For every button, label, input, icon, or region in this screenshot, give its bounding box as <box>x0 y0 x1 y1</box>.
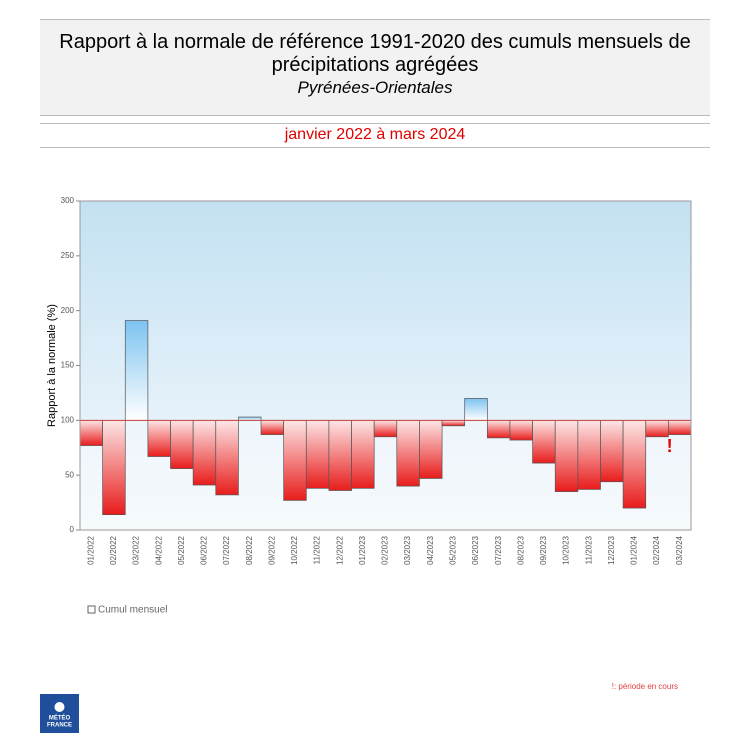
bar <box>600 419 624 483</box>
x-tick-label: 12/2023 <box>607 535 616 564</box>
x-tick-label: 08/2023 <box>516 535 525 564</box>
x-tick-label: 02/2024 <box>652 535 661 564</box>
bar <box>147 419 171 457</box>
x-tick-label: 01/2022 <box>86 535 95 564</box>
y-tick-label: 150 <box>61 361 75 370</box>
bar <box>102 419 126 515</box>
x-tick-label: 12/2022 <box>335 535 344 564</box>
bar <box>215 419 239 496</box>
current-period-marker: ! <box>667 436 673 456</box>
logo-icon <box>54 702 65 712</box>
x-tick-label: 11/2022 <box>313 535 322 564</box>
y-tick-label: 250 <box>61 251 75 260</box>
chart-title: Rapport à la normale de référence 1991-2… <box>59 31 691 76</box>
y-tick-label: 0 <box>70 525 75 534</box>
bar <box>328 419 352 491</box>
x-tick-label: 02/2022 <box>109 535 118 564</box>
bar <box>351 419 375 489</box>
y-tick-label: 100 <box>61 415 75 424</box>
logo-text: FRANCE <box>47 723 72 729</box>
chart-subtitle: Pyrénées-Orientales <box>297 78 453 97</box>
x-tick-label: 01/2023 <box>358 535 367 564</box>
x-tick-label: 03/2022 <box>132 535 141 564</box>
x-tick-label: 01/2024 <box>630 535 639 564</box>
legend-swatch <box>87 605 96 614</box>
x-tick-label: 03/2024 <box>675 535 684 564</box>
logo-text: MÉTÉO <box>49 714 71 722</box>
bar <box>192 419 217 486</box>
x-tick-label: 06/2023 <box>471 535 480 564</box>
bar <box>486 419 511 439</box>
x-tick-label: 09/2023 <box>539 535 548 564</box>
y-tick-label: 300 <box>61 196 75 205</box>
bar <box>283 419 307 501</box>
bar <box>373 419 398 438</box>
x-tick-label: 05/2022 <box>177 535 186 564</box>
bar <box>464 398 488 421</box>
bar <box>260 419 285 435</box>
footnote: !: période en cours <box>612 682 678 691</box>
y-tick-label: 200 <box>61 306 75 315</box>
bar <box>124 320 149 421</box>
bar <box>645 419 669 438</box>
x-tick-label: 11/2023 <box>584 535 593 564</box>
logo <box>40 694 79 733</box>
x-tick-label: 10/2022 <box>290 535 299 564</box>
legend-label: Cumul mensuel <box>98 605 167 616</box>
bar <box>509 419 533 441</box>
x-tick-label: 09/2022 <box>267 535 276 564</box>
bar <box>554 419 579 492</box>
period: janvier 2022 à mars 2024 <box>40 123 710 148</box>
bar <box>622 419 647 509</box>
bar <box>305 419 330 489</box>
bar <box>668 419 692 435</box>
y-tick-label: 50 <box>65 470 74 479</box>
x-tick-label: 02/2023 <box>381 535 390 564</box>
bar <box>577 419 601 490</box>
x-tick-label: 04/2022 <box>154 535 163 564</box>
bar <box>79 419 103 446</box>
bar <box>532 419 556 464</box>
bar <box>170 419 194 469</box>
x-tick-label: 06/2022 <box>200 535 209 564</box>
header: Rapport à la normale de référence 1991-2… <box>40 19 710 116</box>
x-tick-label: 03/2023 <box>403 535 412 564</box>
x-tick-label: 10/2023 <box>562 535 571 564</box>
x-tick-label: 04/2023 <box>426 535 435 564</box>
bar <box>396 419 420 487</box>
bar <box>441 419 466 427</box>
x-tick-label: 05/2023 <box>448 535 457 564</box>
x-tick-label: 07/2023 <box>494 535 503 564</box>
x-tick-label: 08/2022 <box>245 535 254 564</box>
bar <box>419 419 443 479</box>
plot-border <box>79 200 692 531</box>
y-axis-label: Rapport à la normale (%) <box>46 304 58 427</box>
x-tick-label: 07/2022 <box>222 535 231 564</box>
plot-area-above <box>80 201 691 421</box>
